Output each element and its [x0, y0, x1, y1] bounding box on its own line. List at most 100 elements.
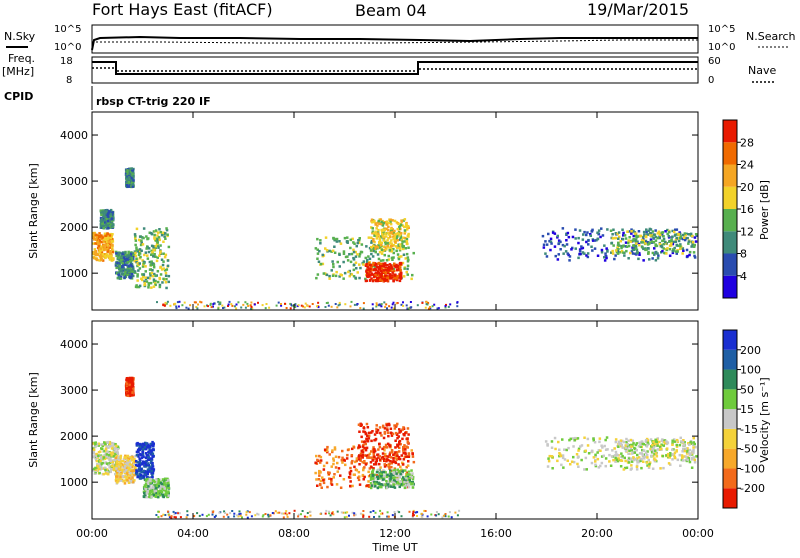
heatmap-cell	[641, 246, 644, 249]
heatmap-cell	[630, 467, 633, 470]
heatmap-cell	[376, 221, 380, 224]
heatmap-cell	[103, 232, 107, 236]
heatmap-cell	[349, 466, 352, 470]
heatmap-cell	[123, 258, 127, 261]
heatmap-cell	[390, 274, 394, 277]
heatmap-cell	[681, 450, 684, 453]
heatmap-cell	[142, 262, 146, 265]
heatmap-cell	[141, 446, 144, 450]
heatmap-cell	[401, 261, 405, 265]
heatmap-cell	[129, 264, 133, 267]
heatmap-cell	[100, 258, 104, 261]
heatmap-cell	[668, 244, 672, 247]
heatmap-cell	[383, 449, 386, 452]
heatmap-cell	[613, 454, 617, 457]
heatmap-cell	[109, 208, 113, 212]
heatmap-cell	[576, 462, 579, 466]
heatmap-cell	[357, 239, 360, 242]
heatmap-cell	[358, 252, 362, 256]
heatmap-cell	[346, 259, 350, 262]
heatmap-cell	[155, 478, 158, 481]
heatmap-cell	[94, 454, 97, 457]
freq-line	[92, 61, 698, 75]
heatmap-cell	[681, 459, 685, 462]
heatmap-cell	[170, 515, 173, 518]
heatmap-cell	[671, 443, 674, 446]
heatmap-cell	[668, 247, 672, 251]
heatmap-cell	[178, 512, 181, 515]
colorbar-tick-label: -15	[740, 423, 758, 436]
colorbar-tick-label: 50	[740, 383, 754, 396]
heatmap-cell	[117, 455, 121, 459]
heatmap-cell	[679, 436, 682, 440]
heatmap-cell	[370, 266, 373, 269]
heatmap-cell	[163, 235, 166, 238]
heatmap-cell	[95, 459, 99, 463]
heatmap-cell	[567, 235, 571, 239]
heatmap-cell	[155, 242, 159, 246]
colorbar-tick-label: 15	[740, 403, 754, 416]
heatmap-cell	[303, 306, 306, 309]
heatmap-cell	[336, 510, 339, 513]
heatmap-cell	[577, 455, 580, 458]
heatmap-cell	[608, 453, 611, 457]
heatmap-cell	[638, 253, 641, 256]
heatmap-cell	[317, 306, 320, 309]
heatmap-cell	[655, 455, 659, 458]
heatmap-cell	[367, 255, 370, 258]
heatmap-cell	[151, 250, 154, 254]
heatmap-cell	[132, 274, 135, 278]
heatmap-cell	[675, 443, 678, 447]
heatmap-cell	[371, 227, 374, 230]
heatmap-cell	[405, 225, 408, 228]
heatmap-cell	[411, 455, 415, 458]
heatmap-cell	[378, 462, 381, 466]
heatmap-cell	[651, 443, 654, 447]
heatmap-cell	[357, 458, 361, 461]
heatmap-cell	[114, 250, 118, 254]
heatmap-cell	[649, 238, 653, 241]
colorbar-segment	[723, 369, 737, 390]
heatmap-cell	[599, 464, 602, 468]
heatmap-cell	[392, 481, 396, 485]
heatmap-cell	[395, 474, 399, 477]
heatmap-cell	[370, 236, 373, 239]
heatmap-cell	[380, 262, 383, 266]
heatmap-cell	[141, 243, 145, 246]
heatmap-cell	[280, 303, 282, 305]
heatmap-cell	[624, 245, 627, 248]
heatmap-cell	[112, 216, 115, 219]
heatmap-cell	[155, 484, 158, 488]
heatmap-cell	[596, 231, 599, 234]
heatmap-cell	[316, 484, 319, 487]
heatmap-cell	[106, 441, 110, 444]
heatmap-cell	[360, 451, 364, 454]
heatmap-cell	[401, 463, 405, 466]
heatmap-cell	[163, 255, 167, 259]
heatmap-cell	[331, 511, 334, 514]
heatmap-cell	[386, 442, 390, 446]
heatmap-cell	[277, 301, 280, 304]
heatmap-cell	[107, 215, 110, 218]
heatmap-cell	[141, 259, 144, 262]
heatmap-cell	[636, 235, 640, 238]
heatmap-cell	[380, 305, 383, 308]
heatmap-cell	[384, 262, 387, 265]
velocity-region	[114, 454, 138, 485]
heatmap-cell	[627, 241, 630, 245]
heatmap-cell	[625, 249, 628, 253]
heatmap-cell	[254, 514, 257, 517]
heatmap-cell	[94, 253, 97, 257]
heatmap-cell	[396, 246, 399, 250]
heatmap-cell	[625, 441, 628, 444]
heatmap-cell	[130, 386, 134, 390]
heatmap-cell	[568, 259, 571, 262]
heatmap-cell	[348, 253, 351, 256]
heatmap-cell	[407, 433, 410, 436]
heatmap-cell	[623, 466, 627, 470]
heatmap-cell	[369, 486, 373, 490]
heatmap-cell	[108, 445, 112, 448]
heatmap-cell	[594, 453, 597, 457]
heatmap-cell	[373, 234, 376, 237]
heatmap-cell	[681, 247, 685, 250]
